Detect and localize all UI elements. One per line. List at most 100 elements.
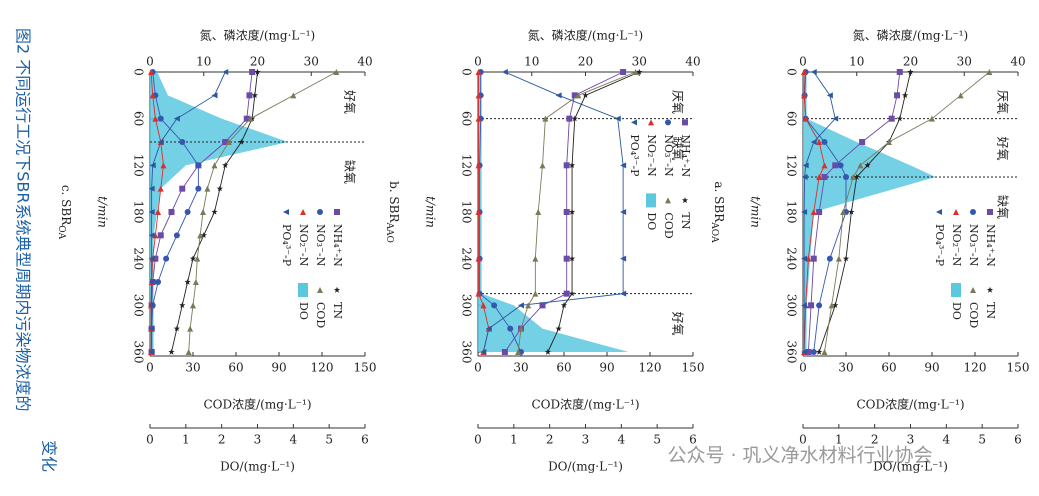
marker <box>828 302 835 309</box>
legend-label: COD <box>662 212 675 238</box>
marker <box>518 302 524 309</box>
caption: 变化 <box>40 440 59 472</box>
y3-tick-label: 0 <box>146 433 154 447</box>
marker <box>480 349 487 355</box>
y2-tick-label: 90 <box>924 361 939 375</box>
legend-marker <box>283 209 289 215</box>
series-line <box>482 71 624 353</box>
y2-tick-label: 90 <box>599 361 614 375</box>
y-tick-label: 10 <box>524 55 539 69</box>
marker <box>816 139 823 145</box>
marker <box>563 255 570 262</box>
y-tick-label: 10 <box>849 55 864 69</box>
marker <box>148 279 155 285</box>
marker <box>801 349 808 355</box>
marker <box>850 174 857 180</box>
panel-title-text: c. SBR <box>60 185 74 226</box>
watermark: 公众号 · 巩义净水材料行业协会 <box>667 445 932 467</box>
phase-label: 缺氧 <box>996 195 1011 219</box>
marker <box>810 349 817 355</box>
marker <box>475 209 482 215</box>
marker <box>485 325 492 332</box>
x-tick-label: 180 <box>132 201 146 224</box>
y-axis-label: 氮、磷浓度/(mg·L⁻¹) <box>528 28 643 43</box>
marker <box>157 185 164 192</box>
y-axis-label: 氮、磷浓度/(mg·L⁻¹) <box>853 28 968 43</box>
series-line <box>818 71 911 353</box>
marker <box>620 255 627 262</box>
y3-tick-label: 2 <box>871 433 879 447</box>
marker <box>563 290 570 297</box>
marker <box>816 209 823 215</box>
marker <box>222 162 229 168</box>
panel-title: c. SBROA <box>57 185 74 240</box>
marker <box>246 92 253 99</box>
marker <box>957 92 964 99</box>
marker <box>501 69 508 75</box>
y3-tick-label: 6 <box>689 433 697 447</box>
legend-label: NH₄⁺-N <box>984 224 997 267</box>
y2-axis-label: COD浓度/(mg·L⁻¹) <box>203 397 311 412</box>
marker <box>507 325 514 332</box>
legend-marker <box>953 209 959 215</box>
y-tick-label: 30 <box>957 55 972 69</box>
marker <box>148 185 155 192</box>
marker <box>832 162 839 169</box>
y2-tick-label: 60 <box>556 361 571 375</box>
x-tick-label: 360 <box>132 341 146 364</box>
marker <box>155 209 162 215</box>
marker <box>821 174 828 180</box>
marker <box>249 69 256 75</box>
do-area <box>803 72 936 352</box>
legend-marker <box>665 197 671 204</box>
legend-marker <box>970 287 976 293</box>
marker <box>848 208 855 215</box>
panel-title-text: b. SBR <box>388 181 402 223</box>
y-tick-label: 0 <box>474 55 482 69</box>
x-axis-label: t/min <box>96 196 110 228</box>
marker <box>568 255 576 262</box>
y2-axis-label: COD浓度/(mg·L⁻¹) <box>856 397 964 412</box>
legend-label: NO₂⁻-N <box>297 224 310 267</box>
marker <box>826 255 833 262</box>
marker <box>148 232 155 239</box>
marker <box>835 255 842 262</box>
marker <box>211 162 218 169</box>
marker <box>149 92 156 99</box>
y2-tick-label: 90 <box>271 361 286 375</box>
marker <box>620 162 627 169</box>
marker <box>563 209 570 215</box>
series-line <box>803 71 836 352</box>
y2-tick-label: 120 <box>639 361 662 375</box>
marker <box>184 209 191 216</box>
legend-swatch <box>951 283 961 297</box>
legend-marker <box>317 287 323 293</box>
marker <box>853 173 860 180</box>
marker <box>568 208 576 215</box>
marker <box>190 302 196 309</box>
marker <box>238 138 245 145</box>
legend-label: TN <box>331 302 344 319</box>
panel-title-sub: OA <box>57 225 67 239</box>
x-tick-label: 120 <box>132 154 146 177</box>
x-tick-label: 240 <box>785 247 799 270</box>
marker <box>816 174 823 180</box>
marker <box>821 139 828 145</box>
marker <box>888 115 895 122</box>
marker <box>810 69 817 75</box>
y-tick-label: 40 <box>357 55 372 69</box>
y3-tick-label: 2 <box>546 433 554 447</box>
marker <box>185 349 192 355</box>
do-area <box>478 72 629 352</box>
marker <box>211 92 218 99</box>
x-tick-label: 240 <box>132 247 146 270</box>
marker <box>475 162 482 169</box>
y3-tick-label: 1 <box>510 433 518 447</box>
y-tick-label: 30 <box>632 55 647 69</box>
y3-tick-label: 5 <box>978 433 986 447</box>
marker <box>539 162 546 169</box>
x-tick-label: 0 <box>132 68 146 76</box>
legend-label: TN <box>984 302 997 319</box>
marker <box>801 92 808 99</box>
marker <box>197 232 204 239</box>
